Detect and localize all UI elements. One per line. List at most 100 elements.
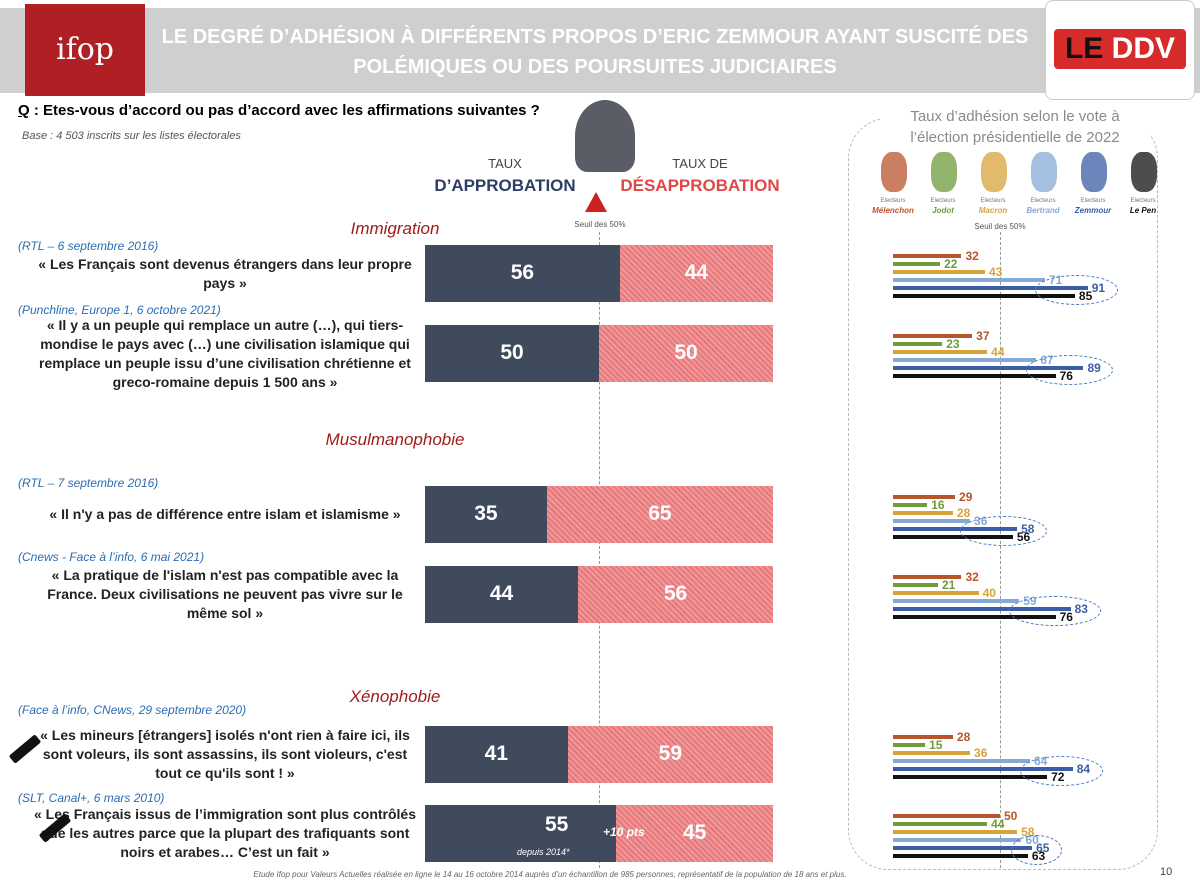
vote-value: 40 bbox=[982, 586, 996, 600]
vote-value: 15 bbox=[929, 738, 943, 752]
section-title: Musulmanophobie bbox=[325, 430, 465, 449]
q-mark: Q bbox=[18, 102, 30, 119]
vote-bar bbox=[893, 503, 928, 507]
source: (RTL – 7 septembre 2016) bbox=[18, 476, 159, 490]
approve-bar bbox=[425, 726, 568, 783]
vote-bar bbox=[893, 342, 943, 346]
vote-bar bbox=[893, 511, 953, 515]
voter-name: Macron bbox=[978, 206, 1008, 215]
voter-name: Jodot bbox=[932, 206, 954, 215]
vote-value: 23 bbox=[946, 337, 960, 351]
vote-bar bbox=[893, 751, 971, 755]
disapprove-bar bbox=[599, 325, 773, 382]
vote-bar bbox=[893, 822, 988, 826]
quote: « Les mineurs [étrangers] isolés n'ont r… bbox=[40, 727, 410, 781]
vote-bar bbox=[893, 358, 1037, 362]
approve-label-2: D’APPROBATION bbox=[434, 176, 576, 195]
vote-value: 28 bbox=[956, 506, 971, 520]
vote-bar bbox=[893, 830, 1018, 834]
source: (Cnews - Face à l’info, 6 mai 2021) bbox=[18, 550, 205, 564]
side-threshold: Seuil des 50% bbox=[974, 222, 1026, 231]
quote: « Il y a un peuple qui remplace un autre… bbox=[39, 316, 411, 390]
highlight-ellipse bbox=[1034, 275, 1118, 305]
approve-bar bbox=[425, 325, 599, 382]
disapprove-bar bbox=[578, 566, 773, 623]
disapprove-bar bbox=[619, 245, 773, 302]
vote-bar bbox=[893, 838, 1022, 842]
quote: « Il n'y a pas de différence entre islam… bbox=[49, 506, 401, 522]
approve-bar bbox=[425, 566, 579, 623]
vote-bar bbox=[893, 854, 1028, 858]
vote-bar bbox=[893, 767, 1073, 771]
disapprove-bar bbox=[567, 726, 773, 783]
approve-value: 35 bbox=[474, 502, 498, 525]
logo-ifop: ifop bbox=[25, 4, 145, 96]
highlight-ellipse bbox=[1011, 835, 1063, 865]
vote-value: 21 bbox=[941, 578, 956, 592]
quote: « Les Français issus de l’immigration so… bbox=[34, 806, 416, 860]
side-title: Taux d’adhésion selon le vote à l’électi… bbox=[880, 106, 1150, 148]
voter-photo bbox=[931, 152, 957, 192]
vote-bar bbox=[893, 743, 926, 747]
vote-value: 29 bbox=[959, 490, 973, 504]
voter-name: Mélenchon bbox=[872, 206, 914, 215]
page-number: 10 bbox=[1160, 866, 1173, 878]
footer-note: Etude Ifop pour Valeurs Actuelles réalis… bbox=[253, 870, 847, 879]
portrait bbox=[575, 100, 635, 172]
section-title: Xénophobie bbox=[349, 687, 441, 706]
voter-prefix: Electeurs bbox=[1080, 198, 1106, 204]
change: +10 pts bbox=[603, 825, 645, 839]
voter-prefix: Electeurs bbox=[980, 198, 1006, 204]
vote-bar bbox=[893, 262, 941, 266]
voter-photo bbox=[981, 152, 1007, 192]
change-note: depuis 2014* bbox=[517, 847, 570, 857]
vote-value: 44 bbox=[991, 345, 1005, 359]
side-threshold-line bbox=[1000, 232, 1001, 868]
vote-bar bbox=[893, 270, 986, 274]
highlight-ellipse bbox=[1019, 756, 1103, 786]
vote-bar bbox=[893, 535, 1013, 539]
source: (SLT, Canal+, 6 mars 2010) bbox=[18, 791, 165, 805]
disapprove-label-2: DÉSAPPROBATION bbox=[620, 176, 780, 195]
disapprove-bar bbox=[546, 486, 773, 543]
vote-bar bbox=[893, 286, 1088, 290]
voter-prefix: Electeurs bbox=[880, 198, 906, 204]
vote-bar bbox=[893, 599, 1020, 603]
approve-value: 56 bbox=[510, 261, 535, 284]
vote-bar bbox=[893, 334, 973, 338]
approve-value: 50 bbox=[500, 341, 524, 364]
vote-bar bbox=[893, 759, 1030, 763]
vote-bar bbox=[893, 615, 1056, 619]
vote-bar bbox=[893, 527, 1018, 531]
vote-bar bbox=[893, 254, 962, 258]
quote: « Les Français sont devenus étrangers da… bbox=[38, 255, 412, 291]
vote-value: 22 bbox=[944, 257, 958, 271]
source: (RTL – 6 septembre 2016) bbox=[18, 239, 159, 253]
voter-name: Le Pen bbox=[1129, 206, 1157, 215]
approve-bar bbox=[425, 245, 620, 302]
threshold-label: Seuil des 50% bbox=[574, 220, 626, 229]
approve-bar bbox=[425, 805, 617, 862]
question: Q : Etes-vous d’accord ou pas d’accord a… bbox=[18, 102, 540, 119]
vote-bar bbox=[893, 374, 1056, 378]
vote-bar bbox=[893, 495, 956, 499]
voter-photo bbox=[1131, 152, 1157, 192]
vote-bar bbox=[893, 846, 1033, 850]
vote-bar bbox=[893, 350, 988, 354]
vote-value: 32 bbox=[965, 570, 979, 584]
title: LE DEGRÉ D’ADHÉSION À DIFFÉRENTS PROPOS … bbox=[161, 26, 1029, 78]
voter-prefix: Electeurs bbox=[1030, 198, 1056, 204]
section-title: Immigration bbox=[350, 219, 440, 238]
highlight-ellipse bbox=[1009, 596, 1101, 626]
source: (Punchline, Europe 1, 6 octobre 2021) bbox=[18, 303, 221, 317]
quote: « La pratique de l'islam n'est pas compa… bbox=[47, 567, 403, 621]
disapprove-value: 50 bbox=[674, 341, 698, 364]
vote-value: 37 bbox=[976, 329, 990, 343]
highlight-ellipse bbox=[1026, 355, 1114, 385]
warning-icon bbox=[585, 192, 607, 212]
voter-photo bbox=[881, 152, 907, 192]
disapprove-value: 45 bbox=[683, 821, 707, 844]
vote-bar bbox=[893, 591, 979, 595]
vote-bar bbox=[893, 583, 938, 587]
